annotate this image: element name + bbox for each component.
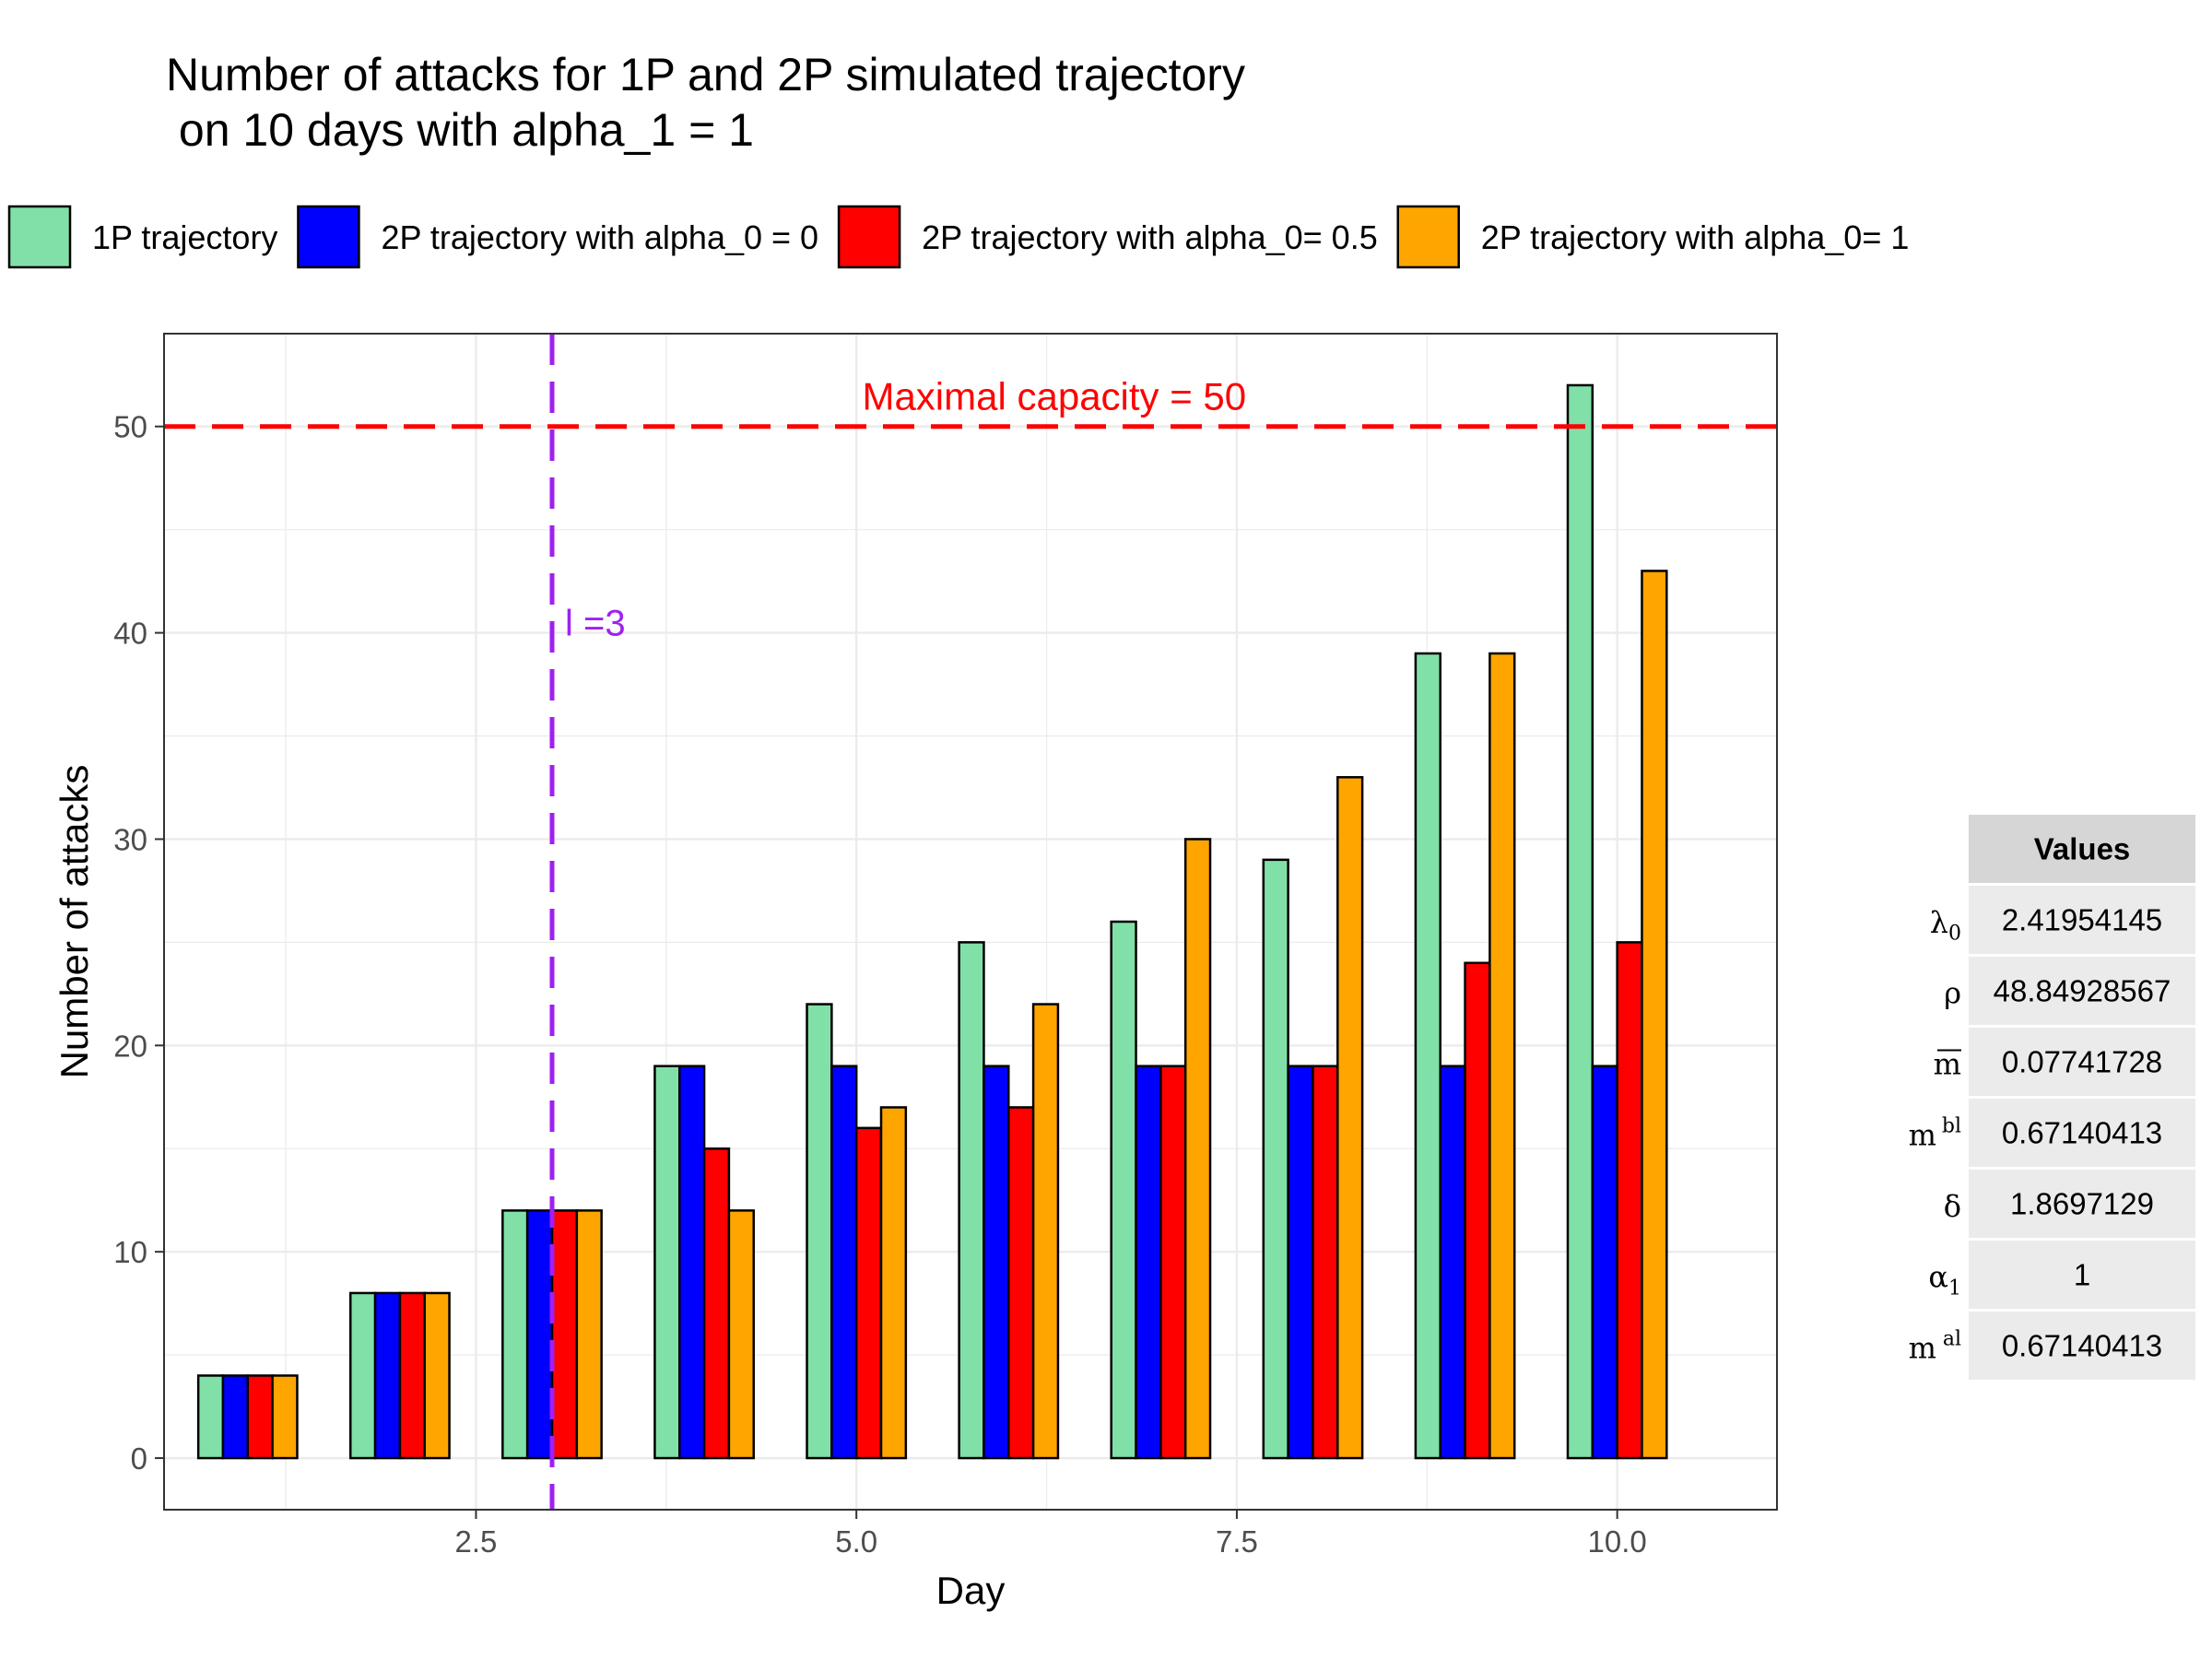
bars bbox=[196, 383, 1668, 1460]
bar bbox=[830, 1065, 858, 1460]
bar bbox=[1336, 776, 1364, 1460]
bar bbox=[246, 1374, 274, 1460]
bar bbox=[982, 1065, 1010, 1460]
legend-label: 1P trajectory bbox=[92, 218, 277, 256]
bar bbox=[1591, 1065, 1618, 1460]
table-value: 48.84928567 bbox=[1994, 974, 2171, 1008]
bar bbox=[958, 941, 985, 1460]
table-value-cell bbox=[1969, 1028, 2195, 1096]
y-tick-label: 20 bbox=[113, 1029, 147, 1063]
bar bbox=[423, 1291, 451, 1460]
legend-key bbox=[1396, 205, 1460, 269]
legend-key bbox=[7, 205, 72, 269]
bar bbox=[1007, 1106, 1035, 1460]
x-axis-title: Day bbox=[936, 1569, 1006, 1612]
table-symbol: λ bbox=[1930, 905, 1948, 940]
legend-key bbox=[297, 205, 360, 269]
l-threshold-label: l =3 bbox=[565, 603, 626, 643]
reference-lines: Maximal capacity = 50 l =3 bbox=[164, 334, 1777, 1510]
y-tick-label: 0 bbox=[131, 1441, 147, 1476]
bar bbox=[271, 1374, 299, 1460]
legend-label: 2P trajectory with alpha_0= 0.5 bbox=[922, 218, 1378, 256]
table-value: 1 bbox=[2074, 1258, 2090, 1292]
table-value-cell bbox=[1969, 1099, 2195, 1167]
table-symbol: δ bbox=[1944, 1189, 1961, 1224]
capacity-label: Maximal capacity = 50 bbox=[862, 375, 1246, 418]
bar bbox=[1439, 1065, 1466, 1460]
y-tick-label: 40 bbox=[113, 617, 147, 651]
x-tick-label: 7.5 bbox=[1216, 1524, 1258, 1559]
table-symbol: α bbox=[1928, 1260, 1948, 1295]
table-symbol-subscript: 1 bbox=[1948, 1277, 1961, 1300]
table-value-cell bbox=[1969, 886, 2195, 954]
legend-label: 2P trajectory with alpha_0 = 0 bbox=[381, 218, 818, 256]
table-value: 0.67140413 bbox=[2002, 1329, 2162, 1363]
plot-area: Maximal capacity = 50 l =3 bbox=[163, 333, 1778, 1511]
bar bbox=[678, 1065, 706, 1460]
plot-border bbox=[163, 333, 1778, 1511]
legend-key bbox=[837, 205, 901, 269]
y-axis-title: Number of attacks bbox=[53, 765, 96, 1079]
table-value-cell bbox=[1969, 957, 2195, 1025]
table-header: Values bbox=[2034, 832, 2131, 866]
table-value: 1.8697129 bbox=[2010, 1187, 2154, 1221]
y-tick-label: 30 bbox=[113, 822, 147, 856]
table-value-cell bbox=[1969, 1170, 2195, 1238]
legend: 1P trajectory 2P trajectory with alpha_0 … bbox=[7, 205, 1910, 269]
bar bbox=[1641, 570, 1668, 1460]
bar bbox=[854, 1126, 883, 1460]
parameter-table: Values 2.41954145 0λ 48.84928567 ρ 0.07741728… bbox=[1909, 815, 2195, 1380]
chart-title-line-1: Number of attacks for 1P and 2P simulate… bbox=[166, 49, 1245, 100]
y-tick-label: 10 bbox=[113, 1235, 147, 1269]
table-value-cell bbox=[1969, 1312, 2195, 1380]
x-tick-label: 2.5 bbox=[455, 1524, 498, 1559]
legend-label: 2P trajectory with alpha_0= 1 bbox=[1481, 218, 1910, 256]
bar bbox=[1566, 383, 1594, 1460]
chart-title-line-2: on 10 days with alpha_1 = 1 bbox=[166, 104, 754, 156]
bar bbox=[1135, 1065, 1162, 1460]
bar bbox=[575, 1209, 603, 1460]
axes: 0 10 20 30 40 50 2.5 5.0 7.5 10.0 bbox=[113, 410, 1646, 1559]
y-tick-label: 50 bbox=[113, 410, 147, 444]
bar bbox=[398, 1291, 426, 1460]
table-value: 0.07741728 bbox=[2002, 1045, 2162, 1079]
table-symbol: m bbox=[1934, 1047, 1961, 1082]
bar bbox=[550, 1209, 579, 1460]
bar bbox=[806, 1003, 833, 1460]
bar bbox=[1414, 652, 1441, 1460]
bar bbox=[501, 1209, 529, 1460]
table-symbol: m bbox=[1909, 1331, 1936, 1366]
bar bbox=[196, 1374, 225, 1460]
table-symbol: ρ bbox=[1944, 976, 1961, 1011]
bar bbox=[1287, 1065, 1314, 1460]
bar bbox=[1183, 838, 1212, 1460]
bar bbox=[373, 1291, 402, 1460]
bar bbox=[525, 1209, 554, 1460]
bar bbox=[221, 1374, 250, 1460]
bar bbox=[653, 1065, 681, 1460]
table-header-cell bbox=[1969, 815, 2195, 883]
table-value: 2.41954145 bbox=[2002, 903, 2162, 937]
bar bbox=[1464, 961, 1491, 1460]
bar bbox=[1616, 941, 1643, 1460]
x-tick-label: 10.0 bbox=[1588, 1524, 1647, 1559]
table-value: 0.67140413 bbox=[2002, 1116, 2162, 1150]
table-symbol: m bbox=[1909, 1118, 1936, 1153]
table-symbol-superscript: bl bbox=[1942, 1115, 1961, 1138]
table-symbol-superscript: al bbox=[1943, 1328, 1961, 1351]
bar bbox=[1031, 1003, 1060, 1460]
bar bbox=[1110, 920, 1137, 1460]
table-symbol-subscript: 0 bbox=[1948, 923, 1961, 946]
bar bbox=[879, 1106, 908, 1460]
bar bbox=[727, 1209, 755, 1460]
bar bbox=[1262, 858, 1289, 1460]
bar bbox=[1312, 1065, 1339, 1460]
bar bbox=[1488, 652, 1516, 1460]
bar bbox=[1159, 1065, 1187, 1460]
bar bbox=[348, 1291, 377, 1460]
bar bbox=[702, 1147, 731, 1460]
table-value-cell bbox=[1969, 1241, 2195, 1309]
x-tick-label: 5.0 bbox=[835, 1524, 877, 1559]
